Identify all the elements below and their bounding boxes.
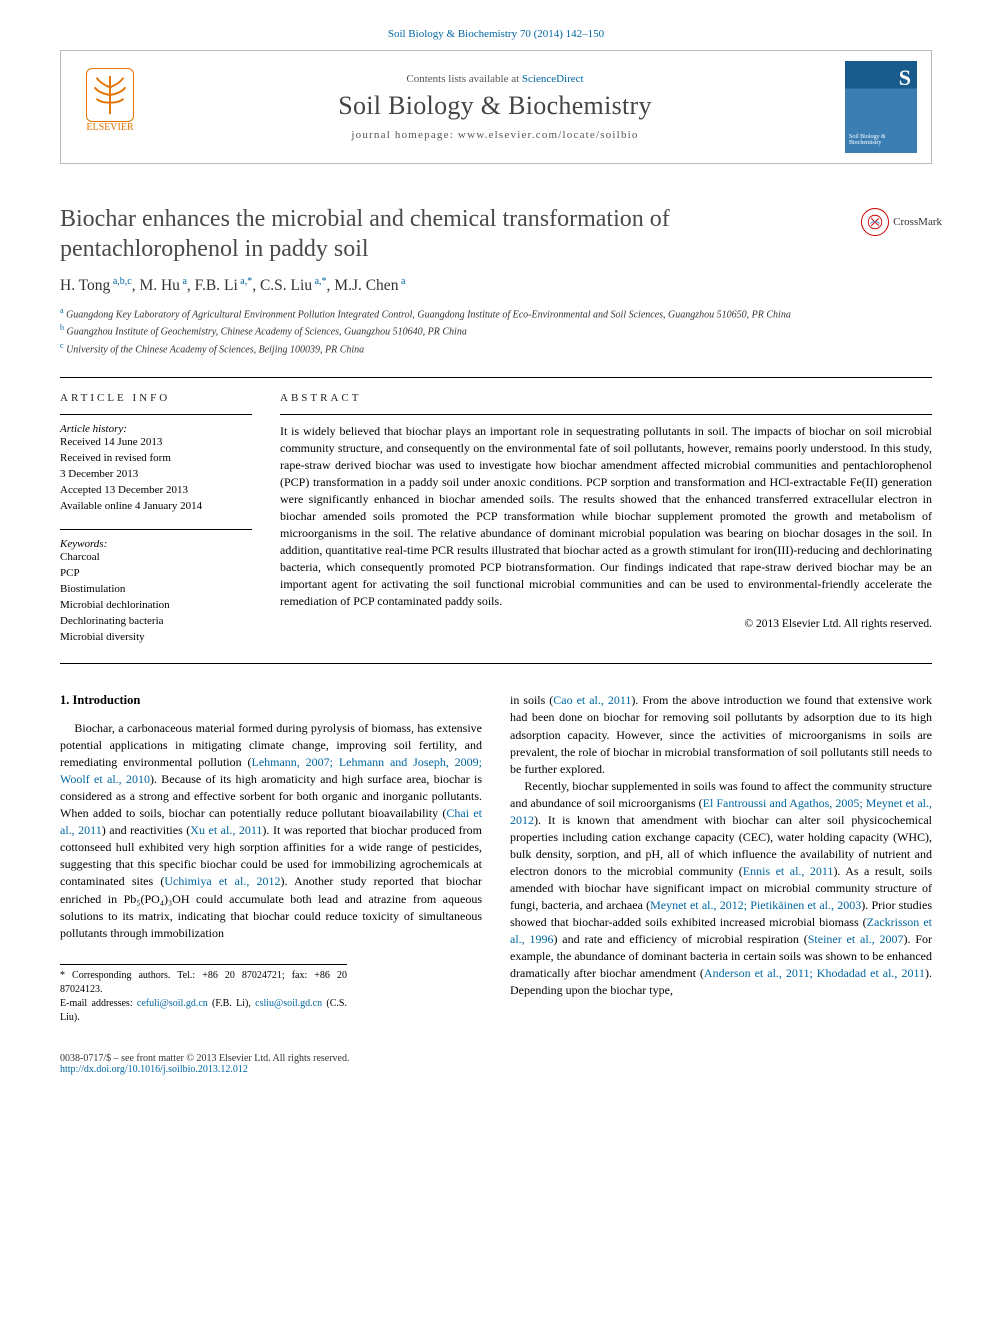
- body-column-right: in soils (Cao et al., 2011). From the ab…: [510, 692, 932, 1024]
- elsevier-label: ELSEVIER: [86, 122, 133, 133]
- keyword-item: PCP: [60, 566, 252, 582]
- email-link[interactable]: cefuli@soil.gd.cn: [137, 998, 208, 1009]
- citation-link[interactable]: Meynet et al., 2012; Pietikäinen et al.,…: [650, 898, 861, 912]
- journal-homepage: journal homepage: www.elsevier.com/locat…: [145, 129, 845, 141]
- citation-link[interactable]: Steiner et al., 2007: [808, 932, 904, 946]
- crossmark-icon: [861, 208, 889, 236]
- journal-cover-thumb: S Soil Biology & Biochemistry: [845, 61, 917, 153]
- affiliation-line: b Guangzhou Institute of Geochemistry, C…: [60, 322, 932, 339]
- author-list: H. Tong a,b,c, M. Hu a, F.B. Li a,*, C.S…: [60, 276, 932, 295]
- page-footer: 0038-0717/$ – see front matter © 2013 El…: [60, 1053, 932, 1075]
- citation-link[interactable]: Ennis et al., 2011: [743, 864, 834, 878]
- keyword-item: Microbial dechlorination: [60, 598, 252, 614]
- corresponding-author-block: * Corresponding authors. Tel.: +86 20 87…: [60, 964, 347, 1025]
- article-info-label: ARTICLE INFO: [60, 392, 252, 404]
- section-heading-intro: 1. Introduction: [60, 692, 482, 710]
- crossmark-badge[interactable]: CrossMark: [861, 208, 942, 236]
- article-info-sidebar: ARTICLE INFO Article history: Received 1…: [60, 392, 252, 645]
- homepage-url[interactable]: www.elsevier.com/locate/soilbio: [458, 129, 639, 141]
- history-item: 3 December 2013: [60, 467, 252, 483]
- keyword-item: Biostimulation: [60, 582, 252, 598]
- citation-link[interactable]: Cao et al., 2011: [553, 693, 631, 707]
- body-column-left: 1. Introduction Biochar, a carbonaceous …: [60, 692, 482, 1024]
- citation-line: Soil Biology & Biochemistry 70 (2014) 14…: [60, 28, 932, 40]
- affiliation-line: c University of the Chinese Academy of S…: [60, 340, 932, 357]
- keyword-item: Charcoal: [60, 550, 252, 566]
- intro-paragraph-1-cont: in soils (Cao et al., 2011). From the ab…: [510, 692, 932, 777]
- sciencedirect-link[interactable]: ScienceDirect: [522, 73, 584, 85]
- keyword-item: Microbial diversity: [60, 630, 252, 646]
- history-item: Accepted 13 December 2013: [60, 483, 252, 499]
- citation-link[interactable]: Anderson et al., 2011; Khodadad et al., …: [704, 966, 925, 980]
- cover-title: Soil Biology & Biochemistry: [849, 134, 917, 147]
- elsevier-logo: ELSEVIER: [75, 68, 145, 146]
- journal-header: ELSEVIER Contents lists available at Sci…: [60, 50, 932, 164]
- contents-available: Contents lists available at ScienceDirec…: [145, 73, 845, 85]
- history-item: Received in revised form: [60, 451, 252, 467]
- email-link[interactable]: csliu@soil.gd.cn: [255, 998, 322, 1009]
- cover-letter: S: [899, 65, 911, 91]
- journal-name: Soil Biology & Biochemistry: [145, 91, 845, 121]
- abstract-column: ABSTRACT It is widely believed that bioc…: [280, 392, 932, 645]
- keyword-item: Dechlorinating bacteria: [60, 614, 252, 630]
- citation-link[interactable]: Uchimiya et al., 2012: [164, 874, 280, 888]
- copyright-line: © 2013 Elsevier Ltd. All rights reserved…: [280, 618, 932, 630]
- abstract-label: ABSTRACT: [280, 392, 932, 404]
- article-title: Biochar enhances the microbial and chemi…: [60, 204, 820, 264]
- history-item: Available online 4 January 2014: [60, 499, 252, 515]
- corresponding-tel: * Corresponding authors. Tel.: +86 20 87…: [60, 969, 347, 997]
- issn-line: 0038-0717/$ – see front matter © 2013 El…: [60, 1053, 932, 1064]
- body-text: 1. Introduction Biochar, a carbonaceous …: [60, 692, 932, 1024]
- abstract-text: It is widely believed that biochar plays…: [280, 423, 932, 610]
- doi-link[interactable]: http://dx.doi.org/10.1016/j.soilbio.2013…: [60, 1064, 932, 1075]
- affiliations: a Guangdong Key Laboratory of Agricultur…: [60, 305, 932, 357]
- elsevier-tree-icon: [86, 68, 134, 122]
- history-label: Article history:: [60, 423, 252, 435]
- crossmark-label: CrossMark: [893, 216, 942, 228]
- history-item: Received 14 June 2013: [60, 435, 252, 451]
- citation-link[interactable]: Xu et al., 2011: [190, 823, 262, 837]
- keywords-label: Keywords:: [60, 538, 252, 550]
- corresponding-emails: E-mail addresses: cefuli@soil.gd.cn (F.B…: [60, 997, 347, 1025]
- affiliation-line: a Guangdong Key Laboratory of Agricultur…: [60, 305, 932, 322]
- intro-paragraph-1: Biochar, a carbonaceous material formed …: [60, 720, 482, 941]
- intro-paragraph-2: Recently, biochar supplemented in soils …: [510, 778, 932, 999]
